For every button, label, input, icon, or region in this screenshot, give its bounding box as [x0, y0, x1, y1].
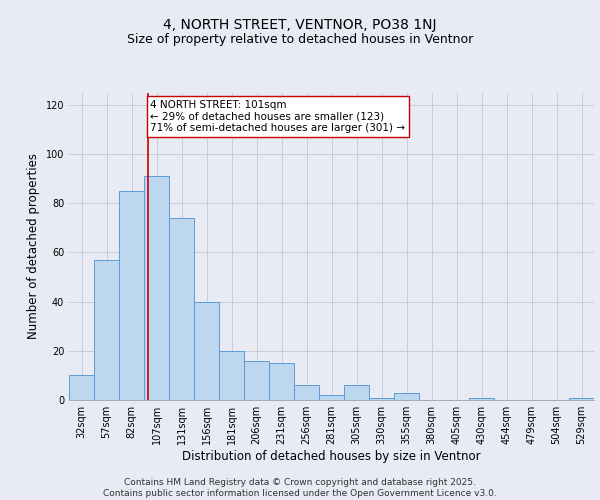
Bar — [69, 376, 94, 400]
Bar — [469, 398, 494, 400]
Bar — [194, 302, 219, 400]
Bar — [169, 218, 194, 400]
Bar — [344, 385, 369, 400]
Text: Contains HM Land Registry data © Crown copyright and database right 2025.
Contai: Contains HM Land Registry data © Crown c… — [103, 478, 497, 498]
Bar — [569, 398, 594, 400]
Bar — [294, 385, 319, 400]
Text: Size of property relative to detached houses in Ventnor: Size of property relative to detached ho… — [127, 32, 473, 46]
Bar — [369, 398, 394, 400]
Bar — [219, 351, 244, 400]
Bar — [94, 260, 119, 400]
Text: 4 NORTH STREET: 101sqm
← 29% of detached houses are smaller (123)
71% of semi-de: 4 NORTH STREET: 101sqm ← 29% of detached… — [150, 100, 405, 133]
Bar — [244, 360, 269, 400]
Bar — [319, 395, 344, 400]
Text: 4, NORTH STREET, VENTNOR, PO38 1NJ: 4, NORTH STREET, VENTNOR, PO38 1NJ — [163, 18, 437, 32]
Bar — [119, 191, 144, 400]
Bar — [394, 392, 419, 400]
Y-axis label: Number of detached properties: Number of detached properties — [27, 153, 40, 339]
Bar — [144, 176, 169, 400]
Bar — [269, 363, 294, 400]
X-axis label: Distribution of detached houses by size in Ventnor: Distribution of detached houses by size … — [182, 450, 481, 463]
